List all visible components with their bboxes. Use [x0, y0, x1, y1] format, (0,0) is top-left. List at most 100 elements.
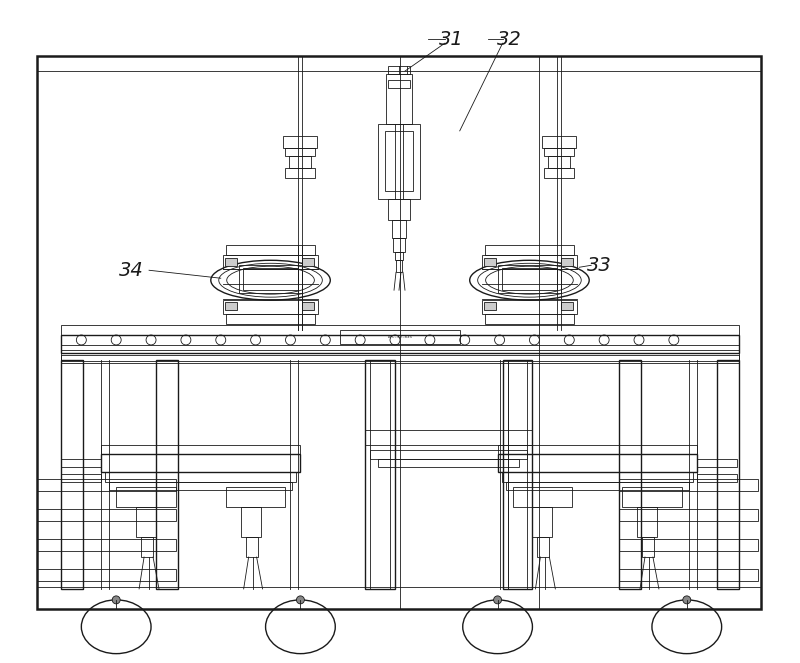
Bar	[62, 475, 102, 483]
Bar	[110, 483, 293, 491]
Bar	[62, 345, 738, 350]
Bar	[370, 450, 527, 459]
Bar	[37, 587, 762, 609]
Circle shape	[297, 596, 305, 604]
Bar	[37, 569, 176, 581]
Bar	[507, 360, 527, 589]
Text: 33: 33	[586, 256, 611, 274]
Bar	[62, 459, 102, 467]
Bar	[225, 259, 237, 267]
Bar	[562, 302, 574, 310]
Bar	[533, 507, 552, 537]
Bar	[226, 245, 315, 255]
Bar	[290, 156, 311, 168]
Bar	[370, 360, 390, 589]
Bar	[116, 487, 176, 507]
Bar	[62, 355, 738, 363]
Circle shape	[112, 596, 120, 604]
Bar	[283, 136, 318, 148]
Bar	[538, 537, 550, 557]
Text: 34: 34	[118, 261, 143, 280]
Bar	[619, 479, 758, 491]
Bar	[642, 537, 654, 557]
Bar	[506, 483, 689, 491]
Circle shape	[683, 596, 690, 604]
Bar	[222, 300, 318, 314]
Circle shape	[494, 596, 502, 604]
Bar	[485, 314, 574, 324]
Bar	[396, 261, 402, 272]
Bar	[498, 444, 697, 454]
Bar	[378, 459, 519, 467]
Bar	[622, 487, 682, 507]
Bar	[302, 259, 314, 267]
Bar	[365, 430, 533, 444]
Bar	[241, 507, 261, 537]
Bar	[302, 302, 314, 310]
Bar	[393, 239, 405, 253]
Bar	[102, 454, 301, 473]
Bar	[388, 198, 410, 221]
Bar	[340, 330, 460, 344]
Bar	[62, 360, 83, 589]
Bar	[482, 300, 578, 314]
Bar	[484, 302, 495, 310]
Bar	[37, 56, 762, 71]
Bar	[385, 131, 413, 190]
Bar	[388, 66, 410, 74]
Bar	[226, 314, 315, 324]
Bar	[386, 74, 412, 124]
Bar	[513, 487, 572, 507]
Bar	[548, 156, 570, 168]
Bar	[286, 168, 315, 178]
Bar	[502, 360, 533, 589]
Bar	[395, 253, 403, 261]
Bar	[637, 507, 657, 537]
Bar	[378, 124, 420, 198]
Bar	[37, 509, 176, 521]
Bar	[482, 255, 578, 269]
Bar	[226, 487, 286, 507]
Bar	[62, 335, 738, 353]
Bar	[238, 265, 302, 293]
Bar	[619, 569, 758, 581]
Bar	[37, 479, 176, 491]
Bar	[502, 473, 693, 483]
Bar	[365, 360, 395, 589]
Bar	[619, 360, 641, 589]
Text: 31: 31	[439, 30, 464, 48]
Bar	[484, 259, 495, 267]
Bar	[392, 221, 406, 239]
Bar	[485, 245, 574, 255]
Bar	[37, 539, 176, 551]
Bar	[544, 148, 574, 156]
Bar	[502, 269, 558, 290]
Text: 32: 32	[497, 30, 522, 48]
Text: DPC-SJ-835: DPC-SJ-835	[387, 335, 413, 339]
Bar	[102, 444, 301, 454]
Bar	[544, 168, 574, 178]
Bar	[141, 537, 153, 557]
Bar	[388, 80, 410, 88]
Bar	[242, 269, 298, 290]
Bar	[62, 353, 738, 361]
Bar	[225, 302, 237, 310]
Bar	[697, 459, 737, 467]
Bar	[246, 537, 258, 557]
Bar	[498, 265, 562, 293]
Bar	[62, 360, 83, 589]
Bar	[619, 509, 758, 521]
Bar	[717, 360, 738, 589]
Bar	[106, 473, 297, 483]
Bar	[619, 539, 758, 551]
Bar	[562, 259, 574, 267]
Bar	[222, 255, 318, 269]
Bar	[697, 475, 737, 483]
Bar	[286, 148, 315, 156]
Bar	[156, 360, 178, 589]
Bar	[498, 454, 697, 473]
Bar	[37, 56, 762, 609]
Bar	[62, 325, 738, 335]
Bar	[136, 507, 156, 537]
Bar	[542, 136, 576, 148]
